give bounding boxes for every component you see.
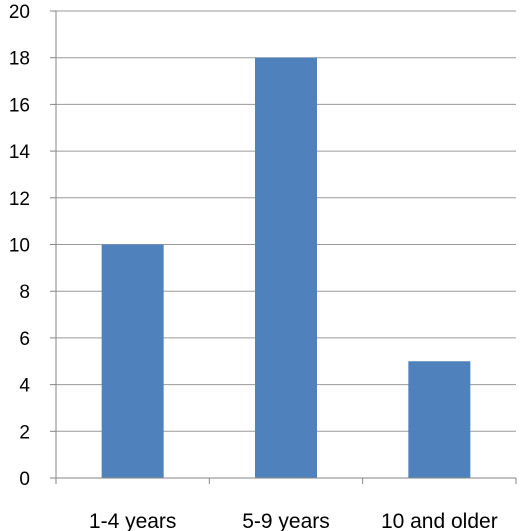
y-tick-label: 6 bbox=[19, 329, 30, 350]
axes bbox=[50, 10, 517, 484]
y-tick-label: 20 bbox=[9, 2, 30, 23]
bars bbox=[101, 57, 471, 478]
y-tick-label: 14 bbox=[9, 142, 31, 163]
bar-3 bbox=[408, 361, 471, 478]
y-tick-label: 16 bbox=[9, 95, 30, 116]
x-tick-label: 1-4 years bbox=[89, 510, 177, 531]
y-tick-label: 0 bbox=[19, 469, 30, 490]
bar-1 bbox=[101, 244, 164, 478]
y-tick-label: 8 bbox=[19, 282, 30, 303]
y-tick-labels: 0 2 4 6 8 10 12 14 16 18 20 bbox=[9, 2, 31, 490]
y-tick-label: 12 bbox=[9, 189, 30, 210]
x-tick-label: 10 and older bbox=[381, 510, 498, 531]
y-tick-label: 4 bbox=[19, 376, 30, 397]
y-tick-label: 2 bbox=[19, 422, 30, 443]
x-tick-label: 5-9 years bbox=[242, 510, 330, 531]
bar-2 bbox=[255, 57, 317, 478]
x-tick-labels: 1-4 years 5-9 years 10 and older bbox=[89, 510, 498, 531]
y-tick-label: 10 bbox=[9, 236, 30, 257]
y-tick-label: 18 bbox=[9, 49, 30, 70]
